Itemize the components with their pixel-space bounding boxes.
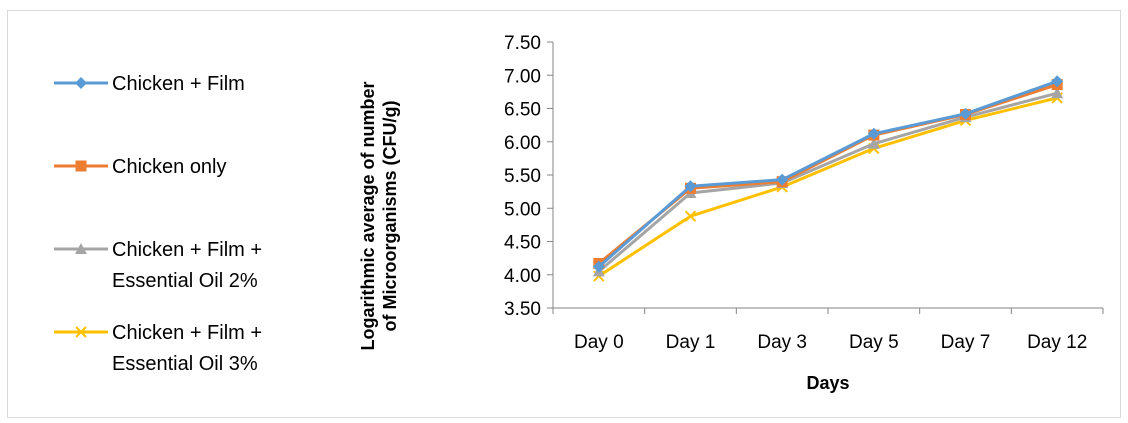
x-tick-label: Day 7 [941,332,991,353]
y-tick-label: 3.50 [504,299,541,320]
legend-label: Essential Oil 3% [112,353,258,375]
x-tick-label: Day 3 [757,332,807,353]
legend-label: Chicken + Film + [112,322,262,344]
y-tick-label: 5.00 [504,199,541,220]
y-axis-title-line: of Microorganisms (CFU/g) [380,100,400,331]
y-axis-title-line: Logarithmic average of number [358,81,378,350]
series-2 [593,87,1063,276]
series-line [599,93,1057,271]
legend-entry-0: Chicken + Film [54,73,245,95]
legend-entry-2: Chicken + Film + Essential Oil 2% [54,239,262,292]
chart-frame: Chicken + Film Chicken only Chicken + Film… [7,10,1121,418]
x-tick-label: Day 1 [666,332,716,353]
y-tick-label: 7.50 [504,33,541,54]
x-tick-label: Day 0 [574,332,624,353]
y-axis-title: Logarithmic average of number of Microorg… [358,81,400,350]
series-0 [593,75,1063,273]
axes: 3.50 4.00 4.50 5.00 5.50 6.00 6.50 7.00 7.50 Day … [504,33,1103,353]
legend-label: Essential Oil 2% [112,270,258,292]
x-tick-label: Day 5 [849,332,899,353]
legend-entry-3: Chicken + Film + Essential Oil 3% [54,322,262,375]
series-line [599,81,1057,267]
legend-swatch-marker [76,161,87,172]
y-tick-label: 4.00 [504,266,541,287]
legend: Chicken + Film Chicken only Chicken + Film… [54,73,262,375]
x-axis-title: Days [806,373,849,393]
legend-label: Chicken + Film [112,73,245,95]
y-tick-label: 4.50 [504,233,541,254]
y-tick-label: 7.00 [504,66,541,87]
legend-entry-1: Chicken only [54,156,227,178]
line-chart: Chicken + Film Chicken only Chicken + Film… [8,11,1122,419]
series-3 [594,93,1062,281]
legend-label: Chicken only [112,156,227,178]
legend-swatch-marker [75,77,87,89]
y-tick-label: 5.50 [504,166,541,187]
y-tick-label: 6.50 [504,100,541,121]
y-tick-label: 6.00 [504,133,541,154]
series-1 [593,79,1062,269]
series-line [599,98,1057,276]
x-tick-label: Day 12 [1027,332,1087,353]
legend-label: Chicken + Film + [112,239,262,261]
series-lines [593,75,1063,281]
